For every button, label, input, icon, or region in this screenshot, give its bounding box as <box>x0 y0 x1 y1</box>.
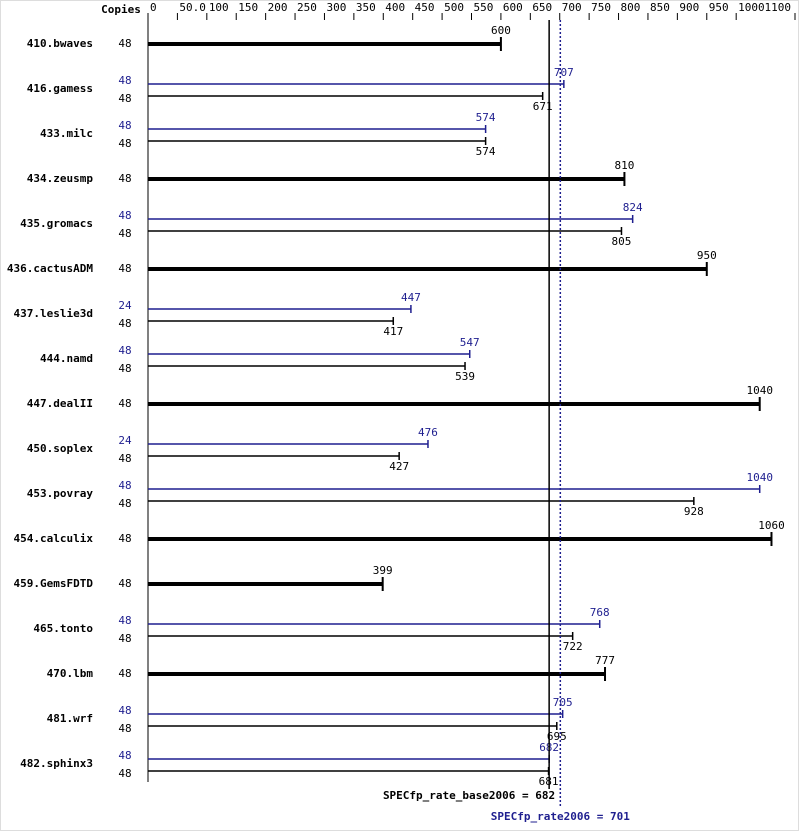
value-label: 928 <box>684 505 704 518</box>
benchmark-label: 459.GemsFDTD <box>14 577 94 590</box>
x-tick-label: 450 <box>415 1 435 14</box>
copies-label: 48 <box>118 172 131 185</box>
copies-label: 48 <box>118 209 131 222</box>
value-label: 417 <box>383 325 403 338</box>
benchmark-label: 416.gamess <box>27 82 93 95</box>
copies-label: 48 <box>118 92 131 105</box>
copies-label: 24 <box>118 434 132 447</box>
copies-label: 48 <box>118 119 131 132</box>
benchmark-label: 465.tonto <box>33 622 93 635</box>
x-tick-label: 400 <box>385 1 405 14</box>
copies-label: 48 <box>118 497 131 510</box>
benchmark-label: 454.calculix <box>14 532 94 545</box>
benchmark-label: 453.povray <box>27 487 94 500</box>
copies-label: 48 <box>118 37 131 50</box>
copies-label: 48 <box>118 722 131 735</box>
reference-label: SPECfp_rate2006 = 701 <box>491 810 630 823</box>
copies-label: 48 <box>118 227 131 240</box>
value-label: 427 <box>389 460 409 473</box>
x-tick-label: 550 <box>474 1 494 14</box>
benchmark-label: 450.soplex <box>27 442 94 455</box>
copies-label: 48 <box>118 632 131 645</box>
value-label: 1040 <box>746 471 773 484</box>
x-tick-label: 1100 <box>765 1 792 14</box>
x-tick-label: 150 <box>238 1 258 14</box>
copies-label: 48 <box>118 344 131 357</box>
copies-label: 48 <box>118 479 131 492</box>
value-label: 805 <box>612 235 632 248</box>
x-tick-label: 850 <box>650 1 670 14</box>
value-label: 671 <box>533 100 553 113</box>
copies-label: 48 <box>118 614 131 627</box>
copies-label: 48 <box>118 74 131 87</box>
benchmark-label: 410.bwaves <box>27 37 93 50</box>
value-label: 547 <box>460 336 480 349</box>
benchmark-label: 437.leslie3d <box>14 307 93 320</box>
copies-label: 48 <box>118 362 131 375</box>
x-tick-label: 200 <box>268 1 288 14</box>
copies-label: 48 <box>118 397 131 410</box>
copies-label: 48 <box>118 262 131 275</box>
x-tick-label: 50.0 <box>179 1 206 14</box>
benchmark-label: 481.wrf <box>47 712 93 725</box>
x-tick-label: 300 <box>326 1 346 14</box>
value-label: 1040 <box>746 384 773 397</box>
value-label: 777 <box>595 654 615 667</box>
copies-label: 48 <box>118 532 131 545</box>
x-tick-label: 950 <box>709 1 729 14</box>
benchmark-label: 436.cactusADM <box>7 262 93 275</box>
value-label: 707 <box>554 66 574 79</box>
x-tick-label: 650 <box>532 1 552 14</box>
benchmark-label: 447.dealII <box>27 397 93 410</box>
copies-label: 48 <box>118 577 131 590</box>
x-tick-label: 750 <box>591 1 611 14</box>
value-label: 399 <box>373 564 393 577</box>
copies-label: 48 <box>118 137 131 150</box>
copies-label: 48 <box>118 317 131 330</box>
benchmark-label: 435.gromacs <box>20 217 93 230</box>
value-label: 950 <box>697 249 717 262</box>
benchmark-label: 470.lbm <box>47 667 94 680</box>
value-label: 695 <box>547 730 567 743</box>
benchmark-label: 434.zeusmp <box>27 172 94 185</box>
copies-label: 48 <box>118 767 131 780</box>
value-label: 476 <box>418 426 438 439</box>
value-label: 574 <box>476 111 496 124</box>
value-label: 539 <box>455 370 475 383</box>
copies-label: 24 <box>118 299 132 312</box>
value-label: 574 <box>476 145 496 158</box>
value-label: 600 <box>491 24 511 37</box>
x-tick-label: 0 <box>150 1 157 14</box>
value-label: 810 <box>614 159 634 172</box>
x-tick-label: 1000 <box>738 1 765 14</box>
value-label: 824 <box>623 201 643 214</box>
value-label: 447 <box>401 291 421 304</box>
x-tick-label: 700 <box>562 1 582 14</box>
value-label: 722 <box>563 640 583 653</box>
copies-label: 48 <box>118 667 131 680</box>
copies-label: 48 <box>118 749 131 762</box>
benchmark-label: 482.sphinx3 <box>20 757 93 770</box>
x-tick-label: 500 <box>444 1 464 14</box>
copies-label: 48 <box>118 452 131 465</box>
x-tick-label: 100 <box>209 1 229 14</box>
copies-header: Copies <box>101 3 141 16</box>
value-label: 705 <box>553 696 573 709</box>
x-tick-label: 250 <box>297 1 317 14</box>
x-tick-label: 600 <box>503 1 523 14</box>
value-label: 1060 <box>758 519 785 532</box>
value-label: 768 <box>590 606 610 619</box>
benchmark-label: 433.milc <box>40 127 93 140</box>
x-tick-label: 900 <box>679 1 699 14</box>
x-tick-label: 800 <box>621 1 641 14</box>
copies-label: 48 <box>118 704 131 717</box>
benchmark-label: 444.namd <box>40 352 93 365</box>
reference-label: SPECfp_rate_base2006 = 682 <box>383 789 555 802</box>
x-tick-label: 350 <box>356 1 376 14</box>
